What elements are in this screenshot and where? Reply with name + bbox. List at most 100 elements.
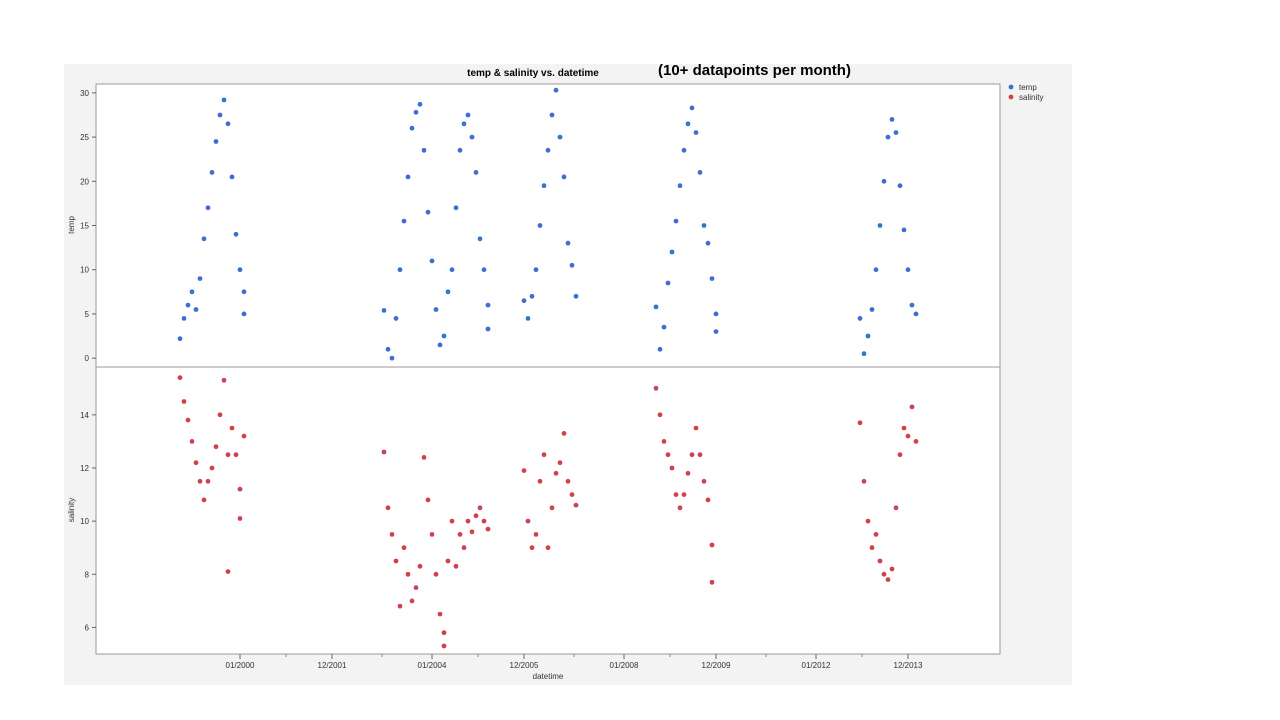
point-temp: [901, 227, 907, 233]
point-salinity: [673, 492, 679, 497]
point-salinity: [909, 404, 915, 410]
point-salinity: [553, 470, 559, 476]
point-temp: [225, 121, 231, 127]
point-temp: [909, 302, 915, 308]
point-temp: [405, 174, 411, 180]
point-salinity: [689, 452, 695, 458]
point-salinity: [657, 412, 663, 418]
point-salinity: [913, 439, 919, 444]
point-temp: [233, 231, 239, 237]
point-temp: [465, 112, 471, 118]
point-temp: [461, 121, 467, 127]
point-salinity: [213, 444, 219, 450]
point-temp: [393, 316, 399, 321]
point-salinity: [905, 433, 911, 439]
point-temp: [657, 346, 663, 352]
point-temp: [177, 336, 183, 342]
point-temp: [477, 236, 483, 242]
point-temp: [457, 147, 463, 153]
point-salinity: [877, 558, 883, 564]
plot-area-border: [95, 83, 1001, 655]
y-axis-temp: 0 5 10 15 20 25 30: [80, 89, 96, 363]
point-salinity: [541, 452, 547, 458]
point-salinity: [205, 478, 211, 484]
point-temp: [897, 183, 903, 189]
y-tick-label: 10: [80, 266, 89, 275]
point-salinity: [209, 465, 215, 471]
point-temp: [705, 240, 711, 246]
point-salinity: [413, 585, 419, 590]
point-salinity: [193, 460, 199, 466]
point-salinity: [893, 505, 899, 511]
point-salinity: [177, 375, 183, 380]
point-temp: [181, 316, 187, 321]
point-salinity: [561, 431, 567, 436]
y-axis-label-salinity: salinity: [67, 498, 76, 522]
point-salinity: [693, 425, 699, 431]
point-temp: [229, 174, 235, 180]
point-temp: [213, 139, 219, 144]
point-salinity: [533, 532, 539, 537]
point-salinity: [221, 377, 227, 383]
x-tick-label: 12/2013: [894, 661, 923, 670]
point-temp: [449, 267, 455, 273]
point-temp: [869, 307, 875, 312]
point-temp: [669, 249, 675, 255]
point-temp: [441, 333, 447, 339]
legend-label-salinity: salinity: [1019, 93, 1043, 102]
point-temp: [557, 134, 563, 140]
point-temp: [893, 130, 899, 136]
point-salinity: [385, 505, 391, 511]
point-salinity: [437, 611, 443, 617]
point-temp: [401, 218, 407, 224]
point-temp: [437, 342, 443, 348]
point-temp: [445, 289, 451, 295]
point-salinity: [709, 579, 715, 585]
y-axis-label-temp: temp: [67, 216, 76, 234]
point-salinity: [381, 449, 387, 455]
y-tick-label: 15: [80, 222, 89, 231]
point-temp: [485, 302, 491, 308]
point-temp: [425, 209, 431, 215]
point-temp: [865, 333, 871, 339]
point-salinity: [453, 563, 459, 569]
point-temp: [185, 302, 191, 308]
point-salinity: [241, 433, 247, 439]
point-salinity: [709, 542, 715, 548]
y-tick-label: 6: [85, 623, 90, 632]
point-temp: [677, 183, 683, 189]
point-temp: [889, 117, 895, 122]
point-salinity: [393, 558, 399, 564]
point-salinity: [429, 532, 435, 537]
point-temp: [217, 112, 223, 118]
series-salinity: [177, 375, 919, 649]
point-temp: [193, 307, 199, 312]
point-salinity: [565, 478, 571, 484]
point-salinity: [545, 545, 551, 551]
point-temp: [397, 267, 403, 273]
y-tick-label: 25: [80, 133, 89, 142]
point-salinity: [549, 505, 555, 511]
point-salinity: [389, 532, 395, 537]
point-salinity: [441, 630, 447, 636]
point-temp: [481, 267, 487, 273]
point-temp: [429, 258, 435, 264]
point-salinity: [473, 513, 479, 519]
point-salinity: [701, 478, 707, 484]
point-temp: [221, 97, 227, 103]
datapoints-callout: (10+ datapoints per month): [658, 62, 851, 79]
point-salinity: [237, 516, 243, 521]
point-salinity: [705, 497, 711, 503]
point-salinity: [449, 518, 455, 524]
point-salinity: [457, 532, 463, 537]
legend-label-temp: temp: [1019, 83, 1037, 92]
point-salinity: [481, 518, 487, 524]
point-temp: [237, 267, 243, 273]
point-salinity: [233, 452, 239, 458]
point-temp: [529, 293, 535, 299]
point-salinity: [229, 425, 235, 431]
point-temp: [197, 276, 203, 281]
point-temp: [205, 205, 211, 211]
point-salinity: [225, 569, 231, 574]
point-temp: [409, 125, 415, 131]
